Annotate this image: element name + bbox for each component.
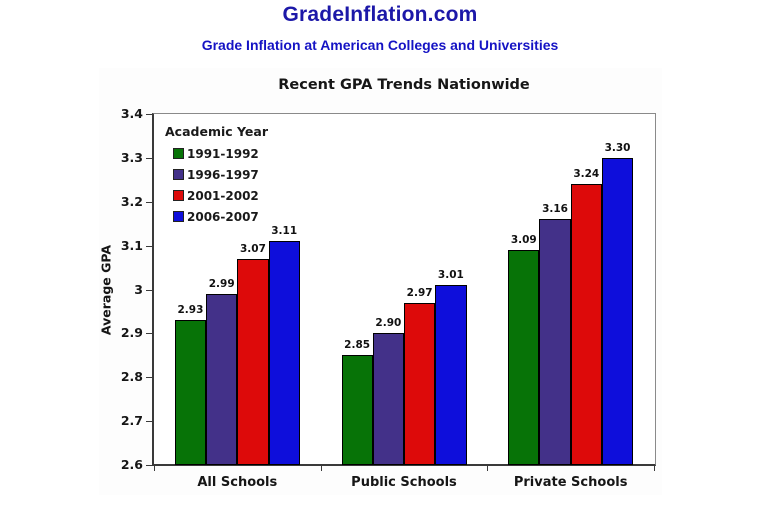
y-tick xyxy=(146,377,152,379)
x-tick xyxy=(654,466,655,471)
legend-swatch xyxy=(173,148,184,159)
bar-value-label: 2.85 xyxy=(344,339,371,352)
legend-item-label: 2001-2002 xyxy=(187,188,259,203)
y-tick-label: 3.2 xyxy=(120,193,143,209)
bar-value-label: 2.90 xyxy=(375,317,402,330)
y-tick-label: 2.6 xyxy=(120,457,143,472)
x-tick xyxy=(487,466,489,471)
legend-item: 1996-1997 xyxy=(165,164,268,185)
bar-value-label: 3.09 xyxy=(510,234,537,246)
y-tick xyxy=(146,114,152,115)
bar xyxy=(539,219,571,465)
gpa-bar-chart: Recent GPA Trends Nationwide Average GPA… xyxy=(99,68,662,495)
bar xyxy=(372,333,404,465)
legend-items: 1991-1992 1996-1997 2001-2002 2006-2007 xyxy=(165,143,268,227)
category-label: Private Schools xyxy=(513,475,628,490)
bar xyxy=(601,157,634,465)
bar-value-label: 3.07 xyxy=(239,242,266,255)
y-tick xyxy=(146,465,152,466)
bar xyxy=(206,293,238,465)
bar xyxy=(268,241,300,465)
category-label: All Schools xyxy=(197,475,278,490)
page-subtitle: Grade Inflation at American Colleges and… xyxy=(201,37,559,53)
y-tick-label: 3 xyxy=(134,281,143,297)
y-tick-label: 3.4 xyxy=(120,106,143,121)
category-label: Public Schools xyxy=(351,475,457,490)
bar xyxy=(508,250,540,465)
bar-value-label: 3.16 xyxy=(542,203,568,216)
bar-value-label: 3.24 xyxy=(573,168,600,181)
y-tick xyxy=(146,289,152,291)
legend-item: 2001-2002 xyxy=(165,185,268,206)
bar-value-label: 2.99 xyxy=(208,277,235,290)
y-tick-label: 2.8 xyxy=(120,369,143,385)
legend: Academic Year 1991-1992 1996-1997 2001-200… xyxy=(165,124,268,227)
x-tick xyxy=(154,466,155,471)
legend-swatch xyxy=(173,190,184,201)
y-tick-label: 3.1 xyxy=(120,237,143,253)
y-tick-label: 3.3 xyxy=(120,149,143,165)
y-tick xyxy=(146,157,152,159)
legend-title: Academic Year xyxy=(165,124,268,139)
bar xyxy=(435,285,467,465)
y-tick-label: 2.9 xyxy=(120,325,143,341)
bar xyxy=(174,320,207,465)
bar-value-label: 3.11 xyxy=(271,225,298,238)
bar-value-label: 2.97 xyxy=(406,286,433,299)
bar xyxy=(341,355,373,465)
bar xyxy=(404,302,436,465)
y-tick xyxy=(146,421,152,423)
legend-item: 2006-2007 xyxy=(165,206,268,227)
legend-item-label: 1996-1997 xyxy=(187,167,259,182)
legend-item-label: 1991-1992 xyxy=(187,146,259,161)
bar xyxy=(570,184,602,465)
bar xyxy=(237,258,269,465)
legend-item-label: 2006-2007 xyxy=(187,209,259,224)
y-tick xyxy=(146,333,152,335)
y-tick-label: 2.7 xyxy=(120,413,143,429)
y-tick xyxy=(146,245,152,247)
bar-value-label: 3.01 xyxy=(437,269,464,282)
legend-swatch xyxy=(173,169,184,180)
page-title: GradeInflation.com xyxy=(282,3,478,26)
x-tick xyxy=(320,466,322,471)
legend-item: 1991-1992 xyxy=(165,143,268,164)
y-tick xyxy=(146,201,152,203)
chart-title: Recent GPA Trends Nationwide xyxy=(278,77,530,93)
bar-value-label: 3.30 xyxy=(604,141,631,154)
legend-swatch xyxy=(173,211,184,222)
bar-value-label: 2.93 xyxy=(177,304,204,317)
